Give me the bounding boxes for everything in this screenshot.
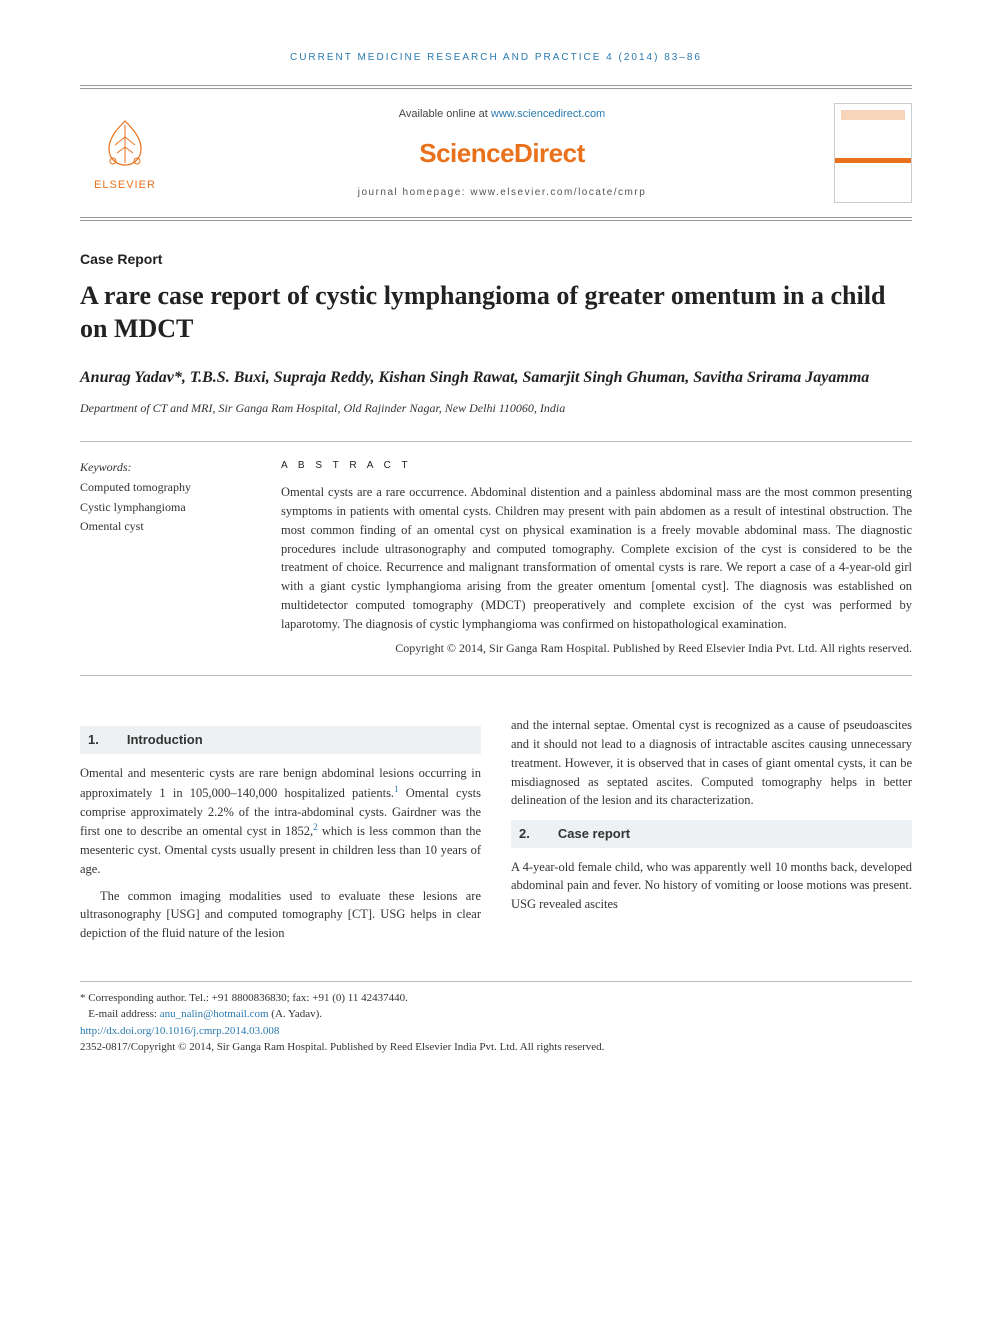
elsevier-logo: ELSEVIER [80, 113, 170, 194]
body-columns: 1. Introduction Omental and mesenteric c… [80, 716, 912, 951]
article-type: Case Report [80, 249, 912, 270]
article-title: A rare case report of cystic lymphangiom… [80, 280, 912, 345]
available-online-line: Available online at www.sciencedirect.co… [399, 106, 605, 123]
issn-copyright-line: 2352-0817/Copyright © 2014, Sir Ganga Ra… [80, 1039, 912, 1056]
keyword-item: Cystic lymphangioma [80, 498, 255, 517]
section-number: 2. [519, 824, 530, 844]
masthead-center: Available online at www.sciencedirect.co… [170, 106, 834, 201]
section-head-case-report: 2. Case report [511, 820, 912, 848]
section-head-introduction: 1. Introduction [80, 726, 481, 754]
paragraph: and the internal septae. Omental cyst is… [511, 716, 912, 810]
sciencedirect-logo: ScienceDirect [419, 134, 584, 173]
journal-home-prefix: journal homepage: [358, 187, 471, 198]
elsevier-tree-icon [95, 113, 155, 173]
journal-homepage-line: journal homepage: www.elsevier.com/locat… [358, 185, 647, 200]
keyword-item: Omental cyst [80, 517, 255, 536]
keywords-head: Keywords: [80, 458, 255, 476]
authors-text: Anurag Yadav*, T.B.S. Buxi, Supraja Redd… [80, 369, 869, 386]
corr-text: * Corresponding author. Tel.: +91 880083… [80, 992, 408, 1004]
paragraph: The common imaging modalities used to ev… [80, 887, 481, 943]
email-link[interactable]: anu_nalin@hotmail.com [160, 1008, 269, 1020]
email-suffix: (A. Yadav). [269, 1008, 322, 1020]
keyword-item: Computed tomography [80, 478, 255, 497]
column-right: and the internal septae. Omental cyst is… [511, 716, 912, 951]
doi-line: http://dx.doi.org/10.1016/j.cmrp.2014.03… [80, 1023, 912, 1040]
sciencedirect-link[interactable]: www.sciencedirect.com [491, 108, 605, 120]
email-label: E-mail address: [88, 1008, 159, 1020]
email-line: E-mail address: anu_nalin@hotmail.com (A… [80, 1006, 912, 1023]
section-title: Case report [558, 824, 630, 844]
section-title: Introduction [127, 730, 203, 750]
corresponding-author-note: * Corresponding author. Tel.: +91 880083… [80, 990, 912, 1007]
running-head: CURRENT MEDICINE RESEARCH AND PRACTICE 4… [80, 50, 912, 65]
elsevier-name: ELSEVIER [94, 177, 156, 194]
authors: Anurag Yadav*, T.B.S. Buxi, Supraja Redd… [80, 367, 912, 389]
masthead: ELSEVIER Available online at www.science… [80, 85, 912, 221]
paragraph: Omental and mesenteric cysts are rare be… [80, 764, 481, 879]
affiliation: Department of CT and MRI, Sir Ganga Ram … [80, 399, 912, 417]
available-prefix: Available online at [399, 108, 491, 120]
abstract-text: Omental cysts are a rare occurrence. Abd… [281, 483, 912, 633]
abstract-block: Keywords: Computed tomography Cystic lym… [80, 441, 912, 676]
keywords-column: Keywords: Computed tomography Cystic lym… [80, 458, 255, 657]
abstract-head: A B S T R A C T [281, 458, 912, 473]
paragraph: A 4-year-old female child, who was appar… [511, 858, 912, 914]
sd-logo-text: ScienceDirect [419, 138, 584, 168]
doi-link[interactable]: http://dx.doi.org/10.1016/j.cmrp.2014.03… [80, 1025, 279, 1037]
journal-cover-thumbnail [834, 103, 912, 203]
journal-home-url[interactable]: www.elsevier.com/locate/cmrp [470, 187, 646, 198]
column-left: 1. Introduction Omental and mesenteric c… [80, 716, 481, 951]
section-number: 1. [88, 730, 99, 750]
abstract-column: A B S T R A C T Omental cysts are a rare… [281, 458, 912, 657]
abstract-copyright: Copyright © 2014, Sir Ganga Ram Hospital… [281, 639, 912, 657]
footnotes: * Corresponding author. Tel.: +91 880083… [80, 981, 912, 1056]
